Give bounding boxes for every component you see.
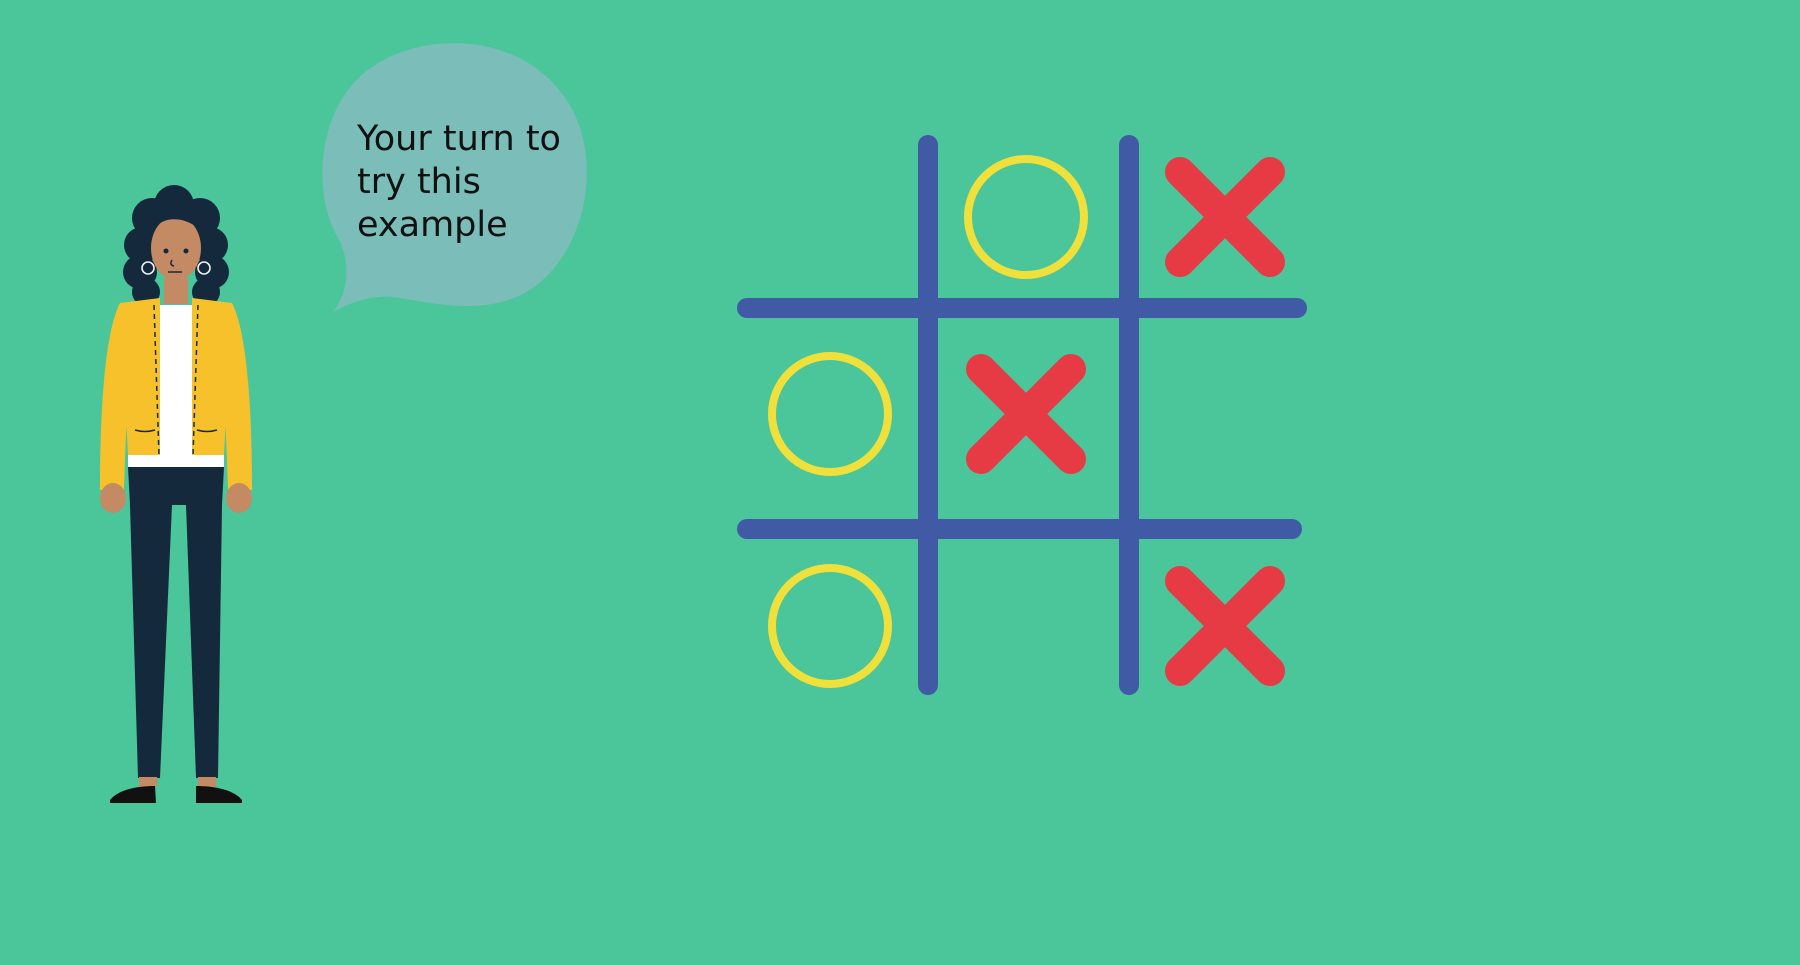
speech-bubble <box>322 43 587 312</box>
board-cell-r1-c1[interactable] <box>740 132 920 302</box>
board-grid <box>737 135 1307 695</box>
x-mark-icon <box>1165 157 1285 277</box>
o-mark-icon <box>768 564 892 688</box>
board-cell-r2-c3[interactable] <box>1135 314 1315 514</box>
board-cell-r1-c2[interactable] <box>931 132 1121 302</box>
speech-line-3: example <box>357 205 508 245</box>
game-board <box>737 132 1315 721</box>
board-cell-r2-c1[interactable] <box>740 314 920 514</box>
presenter-woman-icon <box>100 185 252 803</box>
board-cell-r1-c3[interactable] <box>1135 132 1315 302</box>
x-mark-icon <box>966 354 1086 474</box>
board-cell-r3-c1[interactable] <box>740 531 920 721</box>
board-cell-r3-c3[interactable] <box>1135 531 1315 721</box>
x-mark-icon <box>1165 566 1285 686</box>
board-cell-r3-c2[interactable] <box>931 531 1121 721</box>
speech-bubble-text: Your turn to try this example <box>357 118 587 247</box>
speech-line-1: Your turn to <box>357 119 561 159</box>
speech-line-2: try this <box>357 162 481 202</box>
o-mark-icon <box>768 352 892 476</box>
o-mark-icon <box>964 155 1088 279</box>
board-cell-r2-c2[interactable] <box>931 314 1121 514</box>
